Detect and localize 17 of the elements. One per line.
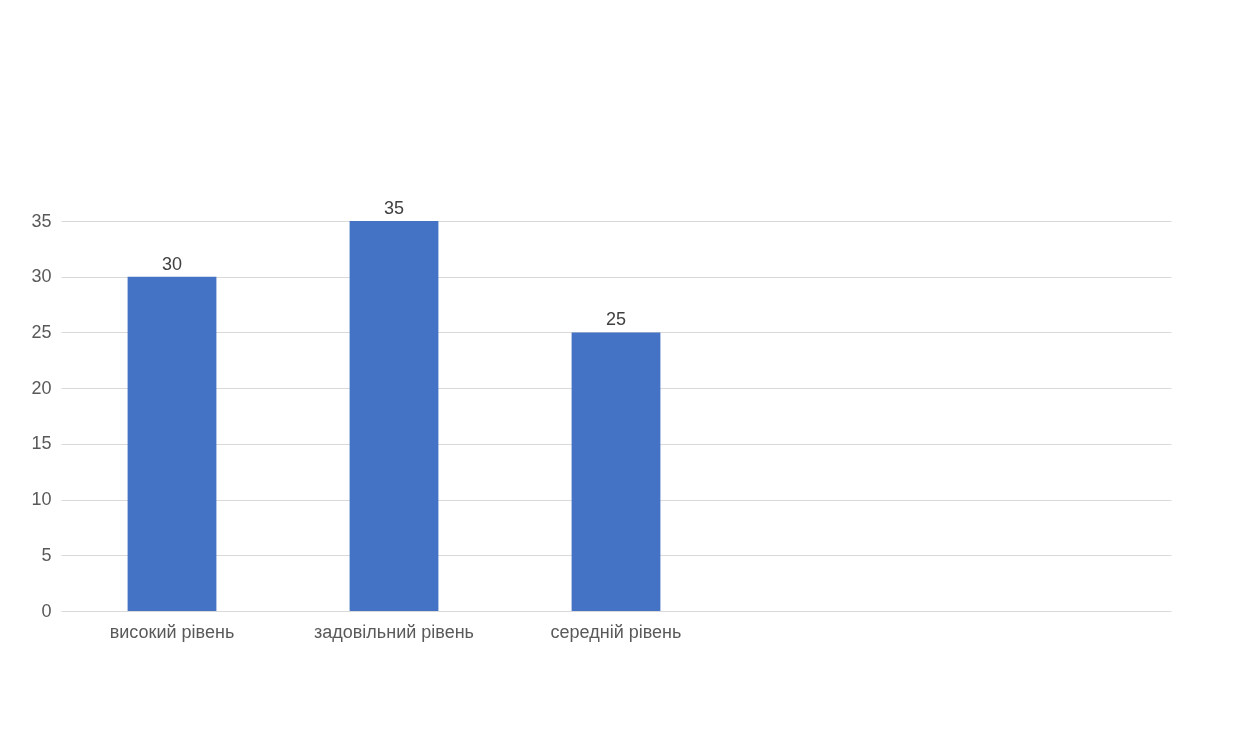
data-label: 30 (161, 253, 183, 274)
y-tick-label: 30 (31, 266, 52, 287)
y-tick-label: 35 (31, 210, 52, 231)
bar (571, 332, 661, 611)
y-tick-label: 15 (31, 433, 52, 454)
y-tick-label: 10 (31, 489, 52, 510)
x-tick-label: високий рівень (109, 621, 235, 642)
x-tick-label: середній рівень (550, 621, 682, 642)
y-tick-label: 25 (31, 321, 52, 342)
y-tick-label: 20 (31, 377, 52, 398)
bar (127, 276, 217, 611)
data-label: 35 (383, 198, 405, 218)
x-tick-label: задовільний рівень (314, 621, 474, 642)
bar (349, 221, 439, 611)
y-tick-label: 0 (41, 600, 52, 621)
y-tick-label: 5 (41, 544, 52, 565)
data-label: 25 (605, 309, 627, 330)
